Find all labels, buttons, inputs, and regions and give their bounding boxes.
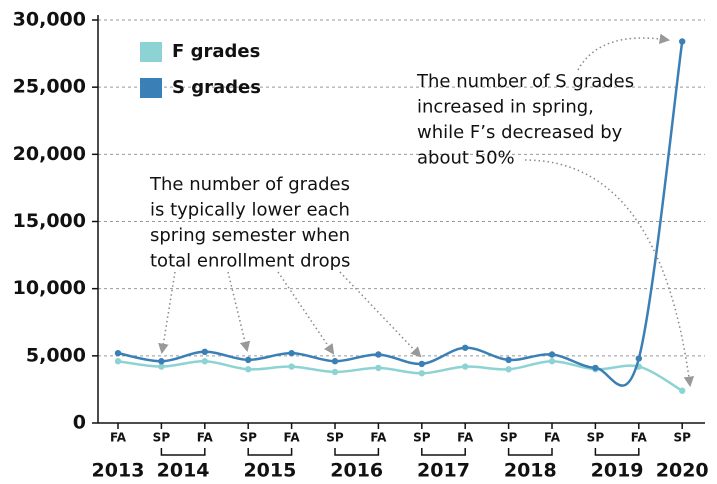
year-label: 2015 (243, 460, 296, 482)
annotation: spring semester when (150, 225, 350, 246)
y-tick-label: 15,000 (13, 210, 86, 232)
x-tick-label: SP (587, 431, 605, 445)
x-tick-label: FA (370, 431, 387, 445)
point (505, 366, 512, 373)
point (418, 370, 425, 377)
point (375, 351, 382, 358)
point (592, 364, 599, 372)
annotation: The number of S grades (416, 71, 634, 92)
arrow (577, 33, 671, 71)
x-tick-label: FA (110, 431, 127, 445)
year-label: 2019 (591, 460, 644, 482)
annotation: The number of grades (149, 174, 350, 195)
point (548, 358, 556, 365)
legend-label: F grades (172, 41, 260, 62)
point (375, 364, 382, 372)
arrow (524, 159, 695, 388)
legend-label: S grades (172, 77, 261, 98)
point (462, 363, 469, 370)
y-tick-label: 5,000 (26, 344, 86, 366)
point (288, 363, 295, 370)
point (288, 349, 295, 357)
year-label: 2020 (656, 460, 709, 482)
year-bracket (160, 448, 206, 456)
point (158, 358, 165, 365)
x-tick-label: SP (239, 431, 257, 445)
point (505, 356, 512, 364)
point (548, 351, 556, 358)
x-tick-label: FA (631, 431, 648, 445)
point (201, 358, 208, 365)
annotation: total enrollment drops (150, 251, 350, 272)
year-label: 2014 (157, 460, 210, 482)
x-tick-label: SP (326, 431, 344, 445)
year-bracket (594, 448, 640, 456)
legend-swatch (140, 78, 162, 98)
point (679, 38, 686, 45)
legend: F grades S grades (140, 41, 261, 98)
year-label: 2017 (417, 460, 470, 482)
year-bracket (507, 448, 553, 456)
year-bracket (247, 448, 293, 456)
point (201, 348, 208, 356)
point (114, 349, 122, 357)
year-label: 2013 (92, 460, 145, 482)
year-label: 2016 (330, 460, 383, 482)
x-tick-label: FA (197, 431, 214, 445)
x-tick-label: SP (153, 431, 171, 445)
x-tick-label: SP (673, 431, 691, 445)
annotation: while F’s decreased by (417, 122, 623, 143)
point (114, 358, 122, 365)
point (679, 387, 686, 394)
y-tick-label: 0 (73, 412, 86, 434)
arrow (339, 271, 422, 358)
point (635, 355, 642, 362)
year-label: 2018 (504, 460, 557, 482)
x-tick-label: FA (284, 431, 301, 445)
x-tick-label: SP (500, 431, 518, 445)
point (245, 366, 252, 373)
point (331, 358, 339, 365)
x-tick-label: FA (544, 431, 561, 445)
annotation: is typically lower each (150, 200, 350, 221)
y-tick-label: 30,000 (13, 9, 86, 31)
series-line (117, 359, 683, 392)
y-tick-label: 10,000 (13, 277, 86, 299)
point (158, 363, 165, 370)
y-tick-label: 20,000 (13, 143, 86, 165)
arrow (158, 271, 176, 355)
plot (114, 38, 686, 394)
legend-swatch (140, 42, 162, 62)
year-bracket (421, 448, 466, 456)
arrow (277, 271, 335, 355)
annotation-arrows (158, 33, 695, 388)
grid: 0 5,000 10,000 15,000 20,000 25,000 30,000 FA SP… (13, 9, 709, 482)
point (462, 344, 469, 351)
annotation: about 50% (417, 148, 515, 169)
point (418, 360, 425, 368)
arrow (227, 271, 251, 353)
x-tick-label: FA (457, 431, 474, 445)
annotation: increased in spring, (417, 97, 594, 118)
point (245, 356, 252, 364)
point (331, 368, 339, 376)
x-tick-label: SP (413, 431, 431, 445)
year-bracket (334, 448, 380, 456)
y-tick-label: 25,000 (13, 76, 86, 98)
annotations: The number of grades is typically lower e… (149, 71, 634, 272)
